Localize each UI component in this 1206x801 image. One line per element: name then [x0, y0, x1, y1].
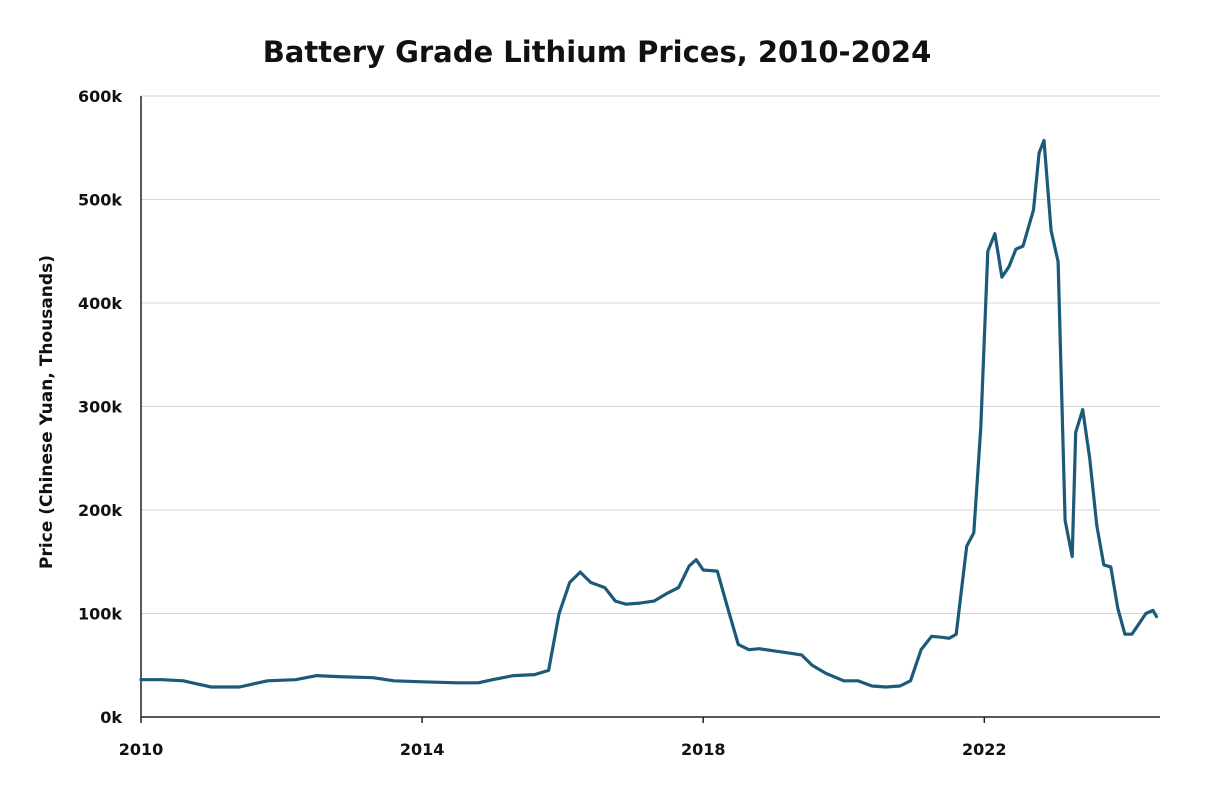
- y-tick-label: 100k: [78, 605, 122, 624]
- y-tick-label: 400k: [78, 294, 122, 313]
- y-tick-label: 500k: [78, 191, 122, 210]
- x-tick-label: 2010: [119, 740, 164, 759]
- gridlines: [141, 95, 1160, 614]
- y-tick-label: 0k: [100, 708, 122, 727]
- price-line: [139, 138, 1159, 689]
- y-tick-labels: 0k 100k 200k 300k 400k 500k 600k: [78, 87, 122, 727]
- x-tick-labels: 2010 2014 2018 2022: [119, 717, 1007, 759]
- y-tick-label: 300k: [78, 398, 122, 417]
- x-tick-label: 2014: [400, 740, 445, 759]
- y-tick-label: 600k: [78, 87, 122, 106]
- chart-title: Battery Grade Lithium Prices, 2010-2024: [263, 35, 932, 69]
- x-tick-label: 2022: [962, 740, 1007, 759]
- x-tick-label: 2018: [681, 740, 726, 759]
- y-axis-label: Price (Chinese Yuan, Thousands): [37, 255, 57, 569]
- y-tick-label: 200k: [78, 501, 122, 520]
